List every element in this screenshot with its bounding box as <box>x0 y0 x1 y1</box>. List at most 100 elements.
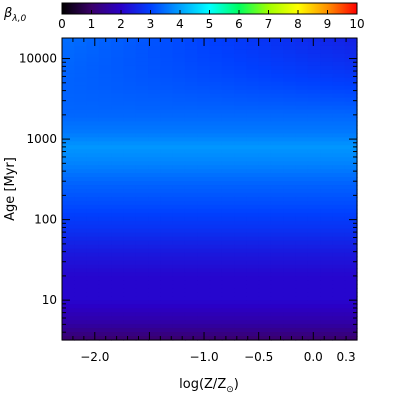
heatmap-cell <box>246 109 260 115</box>
heatmap-cell <box>344 292 358 297</box>
heatmap-cell <box>234 97 247 103</box>
heatmap-cell <box>148 97 161 103</box>
heatmap-cell <box>295 41 309 47</box>
heatmap-cell <box>221 268 235 274</box>
heatmap-cell <box>221 65 235 71</box>
heatmap-cell <box>320 181 334 186</box>
heatmap-cell <box>209 121 223 127</box>
heatmap-cell <box>332 85 346 91</box>
heatmap-cell <box>148 173 161 178</box>
heatmap-cell <box>246 332 260 337</box>
heatmap-cell <box>283 296 297 301</box>
heatmap-cell <box>62 212 75 218</box>
heatmap-cell <box>320 212 334 218</box>
heatmap-cell <box>320 53 334 59</box>
heatmap-cell <box>86 113 100 119</box>
heatmap-cell <box>221 181 235 186</box>
heatmap-cell <box>172 161 186 166</box>
heatmap-cell <box>160 141 174 146</box>
heatmap-cell <box>74 173 88 178</box>
heatmap-cell <box>123 45 137 51</box>
heatmap-cell <box>258 312 272 317</box>
x-axis-title-suffix: ) <box>234 377 239 392</box>
heatmap-cell <box>258 173 272 178</box>
heatmap-cell <box>111 224 125 230</box>
heatmap-cell <box>111 196 125 202</box>
heatmap-cell <box>320 224 334 230</box>
heatmap-cell <box>123 316 137 321</box>
heatmap-cell <box>62 224 75 230</box>
heatmap-cell <box>148 196 161 202</box>
heatmap-cell <box>344 308 358 313</box>
heatmap-cell <box>197 220 211 226</box>
heatmap-cell <box>320 288 334 293</box>
colorbar-ticks: 0 1 2 3 4 5 6 7 8 9 10 <box>58 10 365 31</box>
heatmap-cell <box>111 97 125 103</box>
heatmap-cell <box>123 145 137 150</box>
heatmap-cell <box>160 288 174 293</box>
heatmap-cell <box>197 252 211 258</box>
heatmap-cell <box>221 228 235 234</box>
heatmap-cell <box>62 320 75 325</box>
heatmap-cell <box>307 125 321 130</box>
heatmap-cell <box>74 216 88 222</box>
heatmap-cell <box>74 328 88 333</box>
heatmap-cell <box>209 149 223 154</box>
heatmap-cell <box>111 117 125 123</box>
heatmap-cell <box>148 320 161 325</box>
heatmap-cell <box>135 45 149 51</box>
heatmap-cell <box>86 105 100 111</box>
heatmap-cell <box>246 133 260 138</box>
heatmap-cell <box>344 185 358 190</box>
heatmap-cell <box>270 185 284 190</box>
heatmap-cell <box>86 316 100 321</box>
heatmap-cell <box>221 244 235 250</box>
heatmap-cell <box>197 316 211 321</box>
heatmap-cell <box>258 208 272 214</box>
heatmap-cell <box>135 264 149 270</box>
heatmap-cell <box>258 268 272 274</box>
heatmap-cell <box>123 105 137 111</box>
heatmap-cell <box>344 336 358 341</box>
heatmap-cell <box>111 149 125 154</box>
heatmap-cell <box>184 57 198 63</box>
heatmap-cell <box>295 85 309 91</box>
heatmap-cell <box>320 252 334 258</box>
heatmap-cell <box>246 224 260 230</box>
heatmap-cell <box>184 248 198 254</box>
colorbar-tick-label: 2 <box>117 17 125 31</box>
heatmap-cell <box>148 284 161 289</box>
heatmap-cell <box>221 149 235 154</box>
heatmap-cell <box>148 324 161 329</box>
heatmap-cell <box>62 312 75 317</box>
heatmap-cell <box>62 69 75 75</box>
heatmap-cell <box>270 244 284 250</box>
heatmap-cell <box>172 212 186 218</box>
heatmap-cell <box>209 252 223 258</box>
heatmap-cell <box>258 89 272 95</box>
heatmap-cell <box>344 300 358 305</box>
heatmap-cell <box>295 89 309 95</box>
heatmap-cell <box>98 189 112 194</box>
heatmap-cell <box>184 41 198 47</box>
heatmap-cell <box>307 260 321 266</box>
heatmap-cell <box>197 121 211 127</box>
heatmap-cell <box>184 89 198 95</box>
heatmap-cell <box>283 129 297 134</box>
heatmap-cell <box>98 65 112 71</box>
heatmap-cell <box>148 117 161 123</box>
heatmap-cell <box>148 177 161 182</box>
heatmap-cell <box>307 252 321 258</box>
heatmap-cell <box>111 216 125 222</box>
heatmap-cell <box>172 308 186 313</box>
heatmap-cell <box>234 85 247 91</box>
heatmap-cell <box>86 49 100 55</box>
heatmap-cell <box>184 77 198 83</box>
heatmap-cell <box>209 173 223 178</box>
heatmap-cell <box>123 109 137 115</box>
heatmap-cell <box>295 236 309 242</box>
heatmap-cell <box>283 232 297 238</box>
heatmap-cell <box>295 248 309 254</box>
heatmap-cell <box>258 165 272 170</box>
